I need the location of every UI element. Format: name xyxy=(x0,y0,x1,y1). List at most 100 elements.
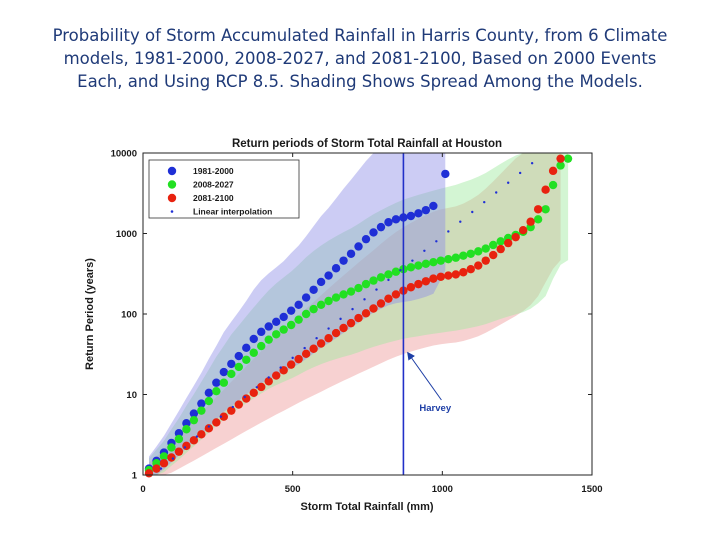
series-0-point xyxy=(257,327,266,337)
series-2-point xyxy=(548,166,558,176)
series-2-point xyxy=(518,225,528,235)
interp-point xyxy=(518,171,522,175)
y-tick-label: 10 xyxy=(126,390,137,401)
series-1-point xyxy=(286,320,296,330)
series-0-point xyxy=(391,215,401,224)
series-1-point xyxy=(219,378,229,387)
y-tick-label: 100 xyxy=(121,310,137,321)
interp-point xyxy=(267,376,270,379)
series-2-point xyxy=(429,274,438,283)
y-tick-label: 1 xyxy=(132,471,138,482)
series-2-point xyxy=(189,436,199,445)
series-2-point xyxy=(406,283,416,292)
series-0-point xyxy=(264,322,273,331)
series-1-point xyxy=(391,267,401,276)
series-2-point xyxy=(152,464,161,473)
series-1-point xyxy=(167,443,176,452)
series-2-point xyxy=(556,154,565,163)
series-0-point xyxy=(369,228,378,237)
series-1-point xyxy=(489,240,498,250)
x-tick-label: 1000 xyxy=(432,484,453,495)
legend-label-3: Linear interpolation xyxy=(193,207,272,217)
series-1-point xyxy=(316,300,326,310)
series-2-point xyxy=(227,406,236,415)
series-1-point xyxy=(346,287,356,296)
series-2-point xyxy=(294,354,303,364)
interp-point xyxy=(279,366,282,369)
series-1-point xyxy=(451,253,461,262)
series-2-point xyxy=(481,256,490,265)
series-1-point xyxy=(264,335,273,344)
series-1-point xyxy=(361,279,371,289)
interp-point xyxy=(447,230,450,233)
series-2-point xyxy=(474,261,483,270)
interp-point xyxy=(411,259,414,262)
series-1-point xyxy=(421,259,431,269)
interp-point xyxy=(471,210,474,214)
series-0-point xyxy=(301,293,311,302)
interp-point xyxy=(530,161,534,165)
series-1-point xyxy=(563,154,573,163)
series-1-point xyxy=(339,290,348,299)
interp-point xyxy=(159,467,163,470)
harvey-label: Harvey xyxy=(419,403,451,414)
series-1-point xyxy=(474,247,483,256)
slide-title-line-2: models, 1981-2000, 2008-2027, and 2081-2… xyxy=(63,49,657,68)
series-2-point xyxy=(309,344,318,353)
series-1-point xyxy=(548,180,558,190)
series-1-point xyxy=(272,330,281,339)
series-0-point xyxy=(441,169,450,179)
slide-title: Probability of Storm Accumulated Rainfal… xyxy=(10,24,710,93)
series-0-point xyxy=(197,399,206,408)
series-1-point xyxy=(279,325,288,334)
series-1-point xyxy=(369,276,378,285)
y-axis-label: Return Period (years) xyxy=(84,258,96,370)
series-2-point xyxy=(361,309,371,318)
series-2-point xyxy=(391,290,401,299)
series-2-point xyxy=(182,441,191,451)
series-1-point xyxy=(159,452,169,461)
series-1-point xyxy=(556,161,565,170)
interp-point xyxy=(351,307,354,311)
series-2-point xyxy=(421,277,431,286)
series-0-point xyxy=(354,242,363,251)
series-1-point xyxy=(331,293,341,302)
interp-point xyxy=(255,386,258,389)
series-2-point xyxy=(144,469,154,478)
series-0-point xyxy=(286,306,296,315)
series-0-point xyxy=(272,317,281,327)
series-0-point xyxy=(234,351,243,361)
interp-point xyxy=(231,405,234,409)
series-0-point xyxy=(189,409,199,418)
series-1-point xyxy=(406,263,416,272)
series-0-point xyxy=(212,378,221,387)
series-2-point xyxy=(526,217,535,226)
series-1-point xyxy=(189,415,199,425)
series-0-point xyxy=(316,277,326,287)
series-2-point xyxy=(204,424,214,433)
series-2-point xyxy=(272,371,281,380)
series-2-point xyxy=(257,382,266,392)
series-1-point xyxy=(227,369,236,379)
x-tick-label: 500 xyxy=(285,484,301,495)
series-0-point xyxy=(182,419,191,428)
series-2-point xyxy=(346,318,356,328)
slide-title-line-1: Probability of Storm Accumulated Rainfal… xyxy=(52,26,668,45)
series-2-point xyxy=(384,294,393,303)
interp-point xyxy=(327,327,330,330)
series-0-point xyxy=(174,429,184,438)
series-0-point xyxy=(279,312,288,322)
interp-point xyxy=(339,317,342,321)
series-2-point xyxy=(301,349,311,359)
series-1-point xyxy=(429,258,438,267)
series-0-point xyxy=(339,256,348,265)
series-2-point xyxy=(242,394,251,403)
x-tick-label: 1500 xyxy=(581,484,602,495)
series-2-point xyxy=(167,453,176,462)
series-0-point xyxy=(429,201,438,211)
series-0-point xyxy=(406,211,416,221)
series-2-point xyxy=(436,272,446,281)
series-1-point xyxy=(324,296,333,306)
axis-ticks: 0 500 1000 1500 1 10 100 1000 10000 xyxy=(111,149,603,496)
